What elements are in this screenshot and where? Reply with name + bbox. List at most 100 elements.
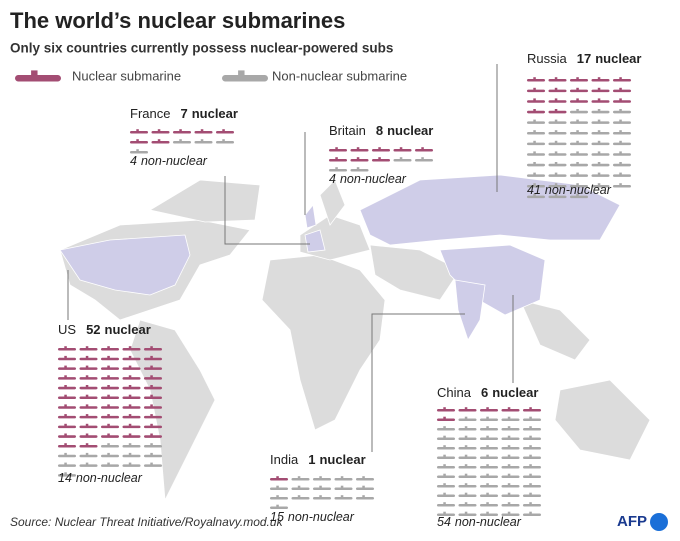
non-nuclear-label: 14 non-nuclear (58, 471, 143, 485)
submarine-icon (393, 157, 412, 162)
submarine-icon (130, 139, 148, 144)
hull (548, 153, 567, 156)
country-label: China 6 nuclear (437, 385, 538, 400)
tower (319, 495, 322, 498)
submarine-icon (101, 355, 119, 361)
submarine-icon (527, 87, 545, 93)
tower (128, 365, 132, 368)
hull (79, 435, 98, 438)
submarine-icon (523, 511, 541, 517)
hull (527, 79, 545, 82)
submarine-icon (527, 162, 545, 167)
hull (570, 100, 588, 103)
tower (107, 462, 110, 465)
submarine-icon (613, 130, 631, 135)
tower (554, 130, 558, 133)
tower (64, 365, 67, 368)
tower (576, 193, 579, 196)
subtitle: Only six countries currently possess nuc… (10, 41, 393, 56)
submarine-icon (122, 443, 141, 448)
hull (501, 485, 520, 488)
submarine-icon (437, 416, 455, 422)
hull (570, 132, 588, 135)
hull (523, 485, 541, 488)
hull (122, 396, 141, 400)
tower (443, 473, 446, 476)
submarine-icon (591, 151, 610, 156)
submarine-icon (122, 462, 141, 467)
tower (486, 464, 489, 467)
tower (619, 109, 622, 112)
hull (548, 185, 567, 188)
legend-label: Nuclear submarine (72, 68, 181, 83)
hull (458, 504, 477, 507)
submarine-icon (613, 172, 631, 177)
hull (58, 406, 76, 409)
submarine-icon (570, 172, 588, 177)
tower (443, 407, 446, 410)
submarine-icon (194, 129, 213, 134)
submarine-icon (527, 172, 545, 177)
hull (570, 163, 588, 167)
hull (356, 478, 374, 481)
tower (464, 445, 468, 448)
tower (619, 183, 622, 186)
submarine-icon (458, 511, 477, 517)
tower (319, 476, 322, 479)
tower (150, 443, 153, 446)
submarine-icon (58, 385, 76, 390)
tower (157, 129, 161, 132)
hull (527, 132, 545, 135)
tower (486, 511, 489, 514)
hull (58, 396, 76, 400)
tower (576, 119, 579, 122)
hull (58, 435, 76, 438)
tower (554, 193, 558, 196)
tower (340, 476, 344, 479)
submarine-icon (58, 414, 76, 419)
submarine-icon (122, 346, 141, 351)
tower (128, 346, 132, 349)
hull (270, 487, 288, 491)
hull (144, 386, 162, 390)
submarine-icon (58, 355, 76, 361)
submarine-icon (527, 119, 545, 124)
tower (107, 452, 110, 456)
submarine-icon (501, 407, 520, 412)
hull (415, 159, 433, 162)
logo: AFP (617, 513, 647, 530)
submarine-icon (122, 423, 141, 429)
submarine-icon (591, 87, 610, 93)
hull (58, 415, 76, 419)
submarine-icon (270, 504, 288, 510)
tower (533, 193, 536, 196)
tower (486, 454, 489, 457)
hull (523, 466, 541, 469)
submarine-icon (480, 483, 498, 488)
non-nuclear-count: 15 (270, 510, 284, 524)
submarine-icon (613, 140, 631, 146)
hull (613, 79, 631, 82)
submarine-icon (270, 476, 288, 481)
tower (150, 375, 153, 378)
submarine-icon (570, 193, 588, 199)
non-nuclear-text: non-nuclear (76, 471, 143, 485)
hull (101, 396, 119, 400)
tower (533, 151, 536, 154)
nuclear-count: 1 (308, 452, 315, 467)
hull (216, 141, 234, 144)
hull (393, 159, 412, 162)
submarine-icon (79, 394, 98, 400)
submarine-icon (58, 365, 76, 370)
tower (464, 473, 468, 476)
hull (437, 504, 455, 507)
tower (554, 119, 558, 122)
nuclear-count: 7 (180, 106, 187, 121)
submarine-icon (58, 443, 76, 448)
country-name: India (270, 452, 299, 467)
submarine-icon (79, 375, 98, 380)
hull (173, 131, 191, 134)
submarine-icon (58, 423, 76, 429)
submarine-icon (548, 119, 567, 124)
tower (554, 140, 558, 143)
